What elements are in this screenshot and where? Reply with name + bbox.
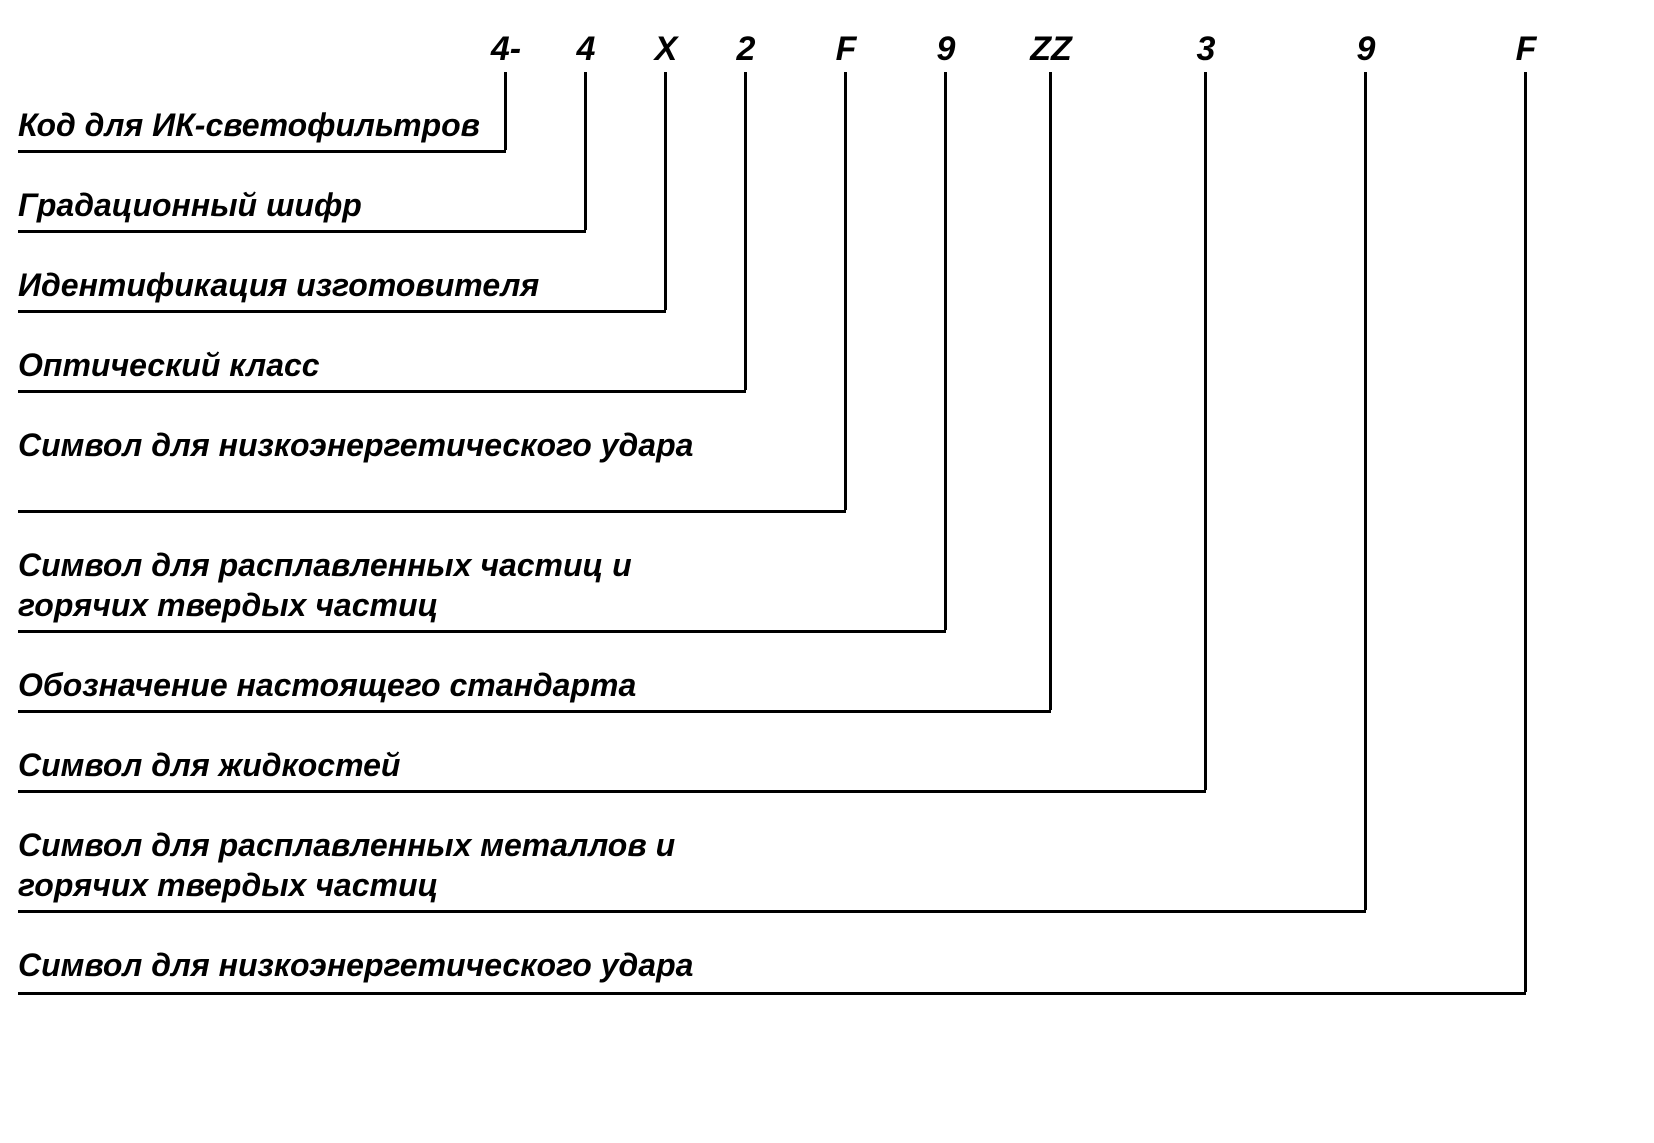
underline-3 <box>18 390 746 393</box>
vline-4 <box>844 72 847 510</box>
desc-0: Код для ИК-светофильтров <box>18 105 480 145</box>
code-2: X <box>655 30 678 69</box>
code-0: 4- <box>491 30 521 69</box>
desc-6: Обозначение настоящего стандарта <box>18 665 636 705</box>
vline-1 <box>584 72 587 230</box>
underline-8 <box>18 910 1366 913</box>
code-9: F <box>1516 30 1537 69</box>
underline-7 <box>18 790 1206 793</box>
desc-1: Градационный шифр <box>18 185 362 225</box>
desc-2: Идентификация изготовителя <box>18 265 539 305</box>
underline-9 <box>18 992 1526 995</box>
underline-4 <box>18 510 846 513</box>
desc-7: Символ для жидкостей <box>18 745 400 785</box>
underline-2 <box>18 310 666 313</box>
vline-5 <box>944 72 947 630</box>
marking-code-diagram: 4- 4 X 2 F 9 ZZ 3 9 F Код для ИК-светофильтров Град… <box>0 0 1654 1143</box>
underline-5 <box>18 630 946 633</box>
code-1: 4 <box>577 30 596 69</box>
vline-9 <box>1524 72 1527 992</box>
code-5: 9 <box>937 30 956 69</box>
vline-0 <box>504 72 507 150</box>
desc-9: Символ для низкоэнергетического удара <box>18 945 693 985</box>
underline-1 <box>18 230 586 233</box>
code-6: ZZ <box>1030 30 1072 69</box>
underline-6 <box>18 710 1051 713</box>
desc-3: Оптический класс <box>18 345 320 385</box>
vline-7 <box>1204 72 1207 790</box>
code-4: F <box>836 30 857 69</box>
desc-5: Символ для расплавленных частиц и горячи… <box>18 545 718 625</box>
vline-6 <box>1049 72 1052 710</box>
desc-4: Символ для низкоэнергетического удара <box>18 425 693 465</box>
vline-8 <box>1364 72 1367 910</box>
vline-3 <box>744 72 747 390</box>
code-3: 2 <box>737 30 756 69</box>
vline-2 <box>664 72 667 310</box>
code-7: 3 <box>1197 30 1216 69</box>
desc-8: Символ для расплавленных металлов и горя… <box>18 825 718 905</box>
code-8: 9 <box>1357 30 1376 69</box>
underline-0 <box>18 150 506 153</box>
